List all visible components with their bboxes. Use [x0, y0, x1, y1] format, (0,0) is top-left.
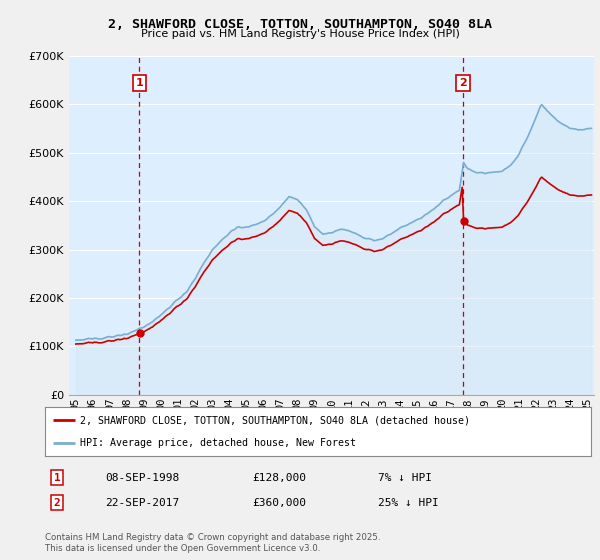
Text: £128,000: £128,000	[252, 473, 306, 483]
Text: Contains HM Land Registry data © Crown copyright and database right 2025.
This d: Contains HM Land Registry data © Crown c…	[45, 533, 380, 553]
Text: 7% ↓ HPI: 7% ↓ HPI	[378, 473, 432, 483]
Text: 25% ↓ HPI: 25% ↓ HPI	[378, 498, 439, 508]
Text: 2: 2	[53, 498, 61, 508]
Text: £360,000: £360,000	[252, 498, 306, 508]
Text: 08-SEP-1998: 08-SEP-1998	[105, 473, 179, 483]
Text: 2: 2	[459, 78, 467, 88]
Text: 2, SHAWFORD CLOSE, TOTTON, SOUTHAMPTON, SO40 8LA: 2, SHAWFORD CLOSE, TOTTON, SOUTHAMPTON, …	[108, 18, 492, 31]
Text: HPI: Average price, detached house, New Forest: HPI: Average price, detached house, New …	[80, 438, 356, 448]
Text: 1: 1	[136, 78, 143, 88]
Text: 22-SEP-2017: 22-SEP-2017	[105, 498, 179, 508]
Text: 1: 1	[53, 473, 61, 483]
Text: 2, SHAWFORD CLOSE, TOTTON, SOUTHAMPTON, SO40 8LA (detached house): 2, SHAWFORD CLOSE, TOTTON, SOUTHAMPTON, …	[80, 416, 470, 426]
Text: Price paid vs. HM Land Registry's House Price Index (HPI): Price paid vs. HM Land Registry's House …	[140, 29, 460, 39]
